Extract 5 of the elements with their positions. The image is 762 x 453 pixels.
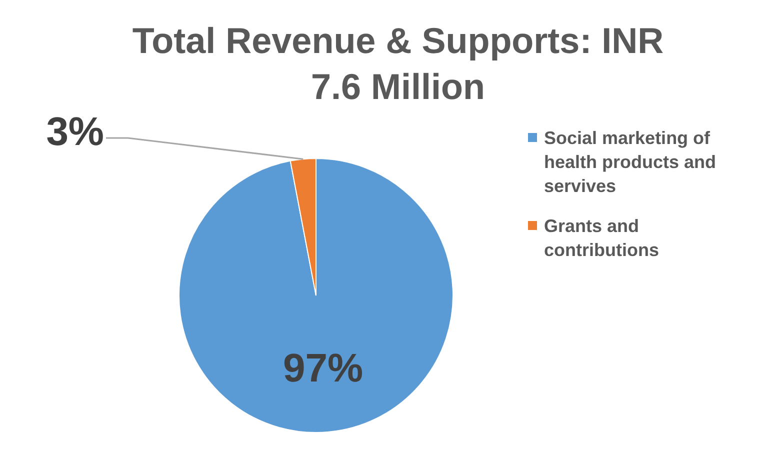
data-label: 97% [283,346,364,391]
legend-label: Social marketing of health products and servives [544,127,718,198]
data-label: 3% [46,110,104,154]
chart-title: Total Revenue & Supports: INR 7.6 Million [131,19,665,109]
legend-label: Grants and contributions [544,215,660,262]
